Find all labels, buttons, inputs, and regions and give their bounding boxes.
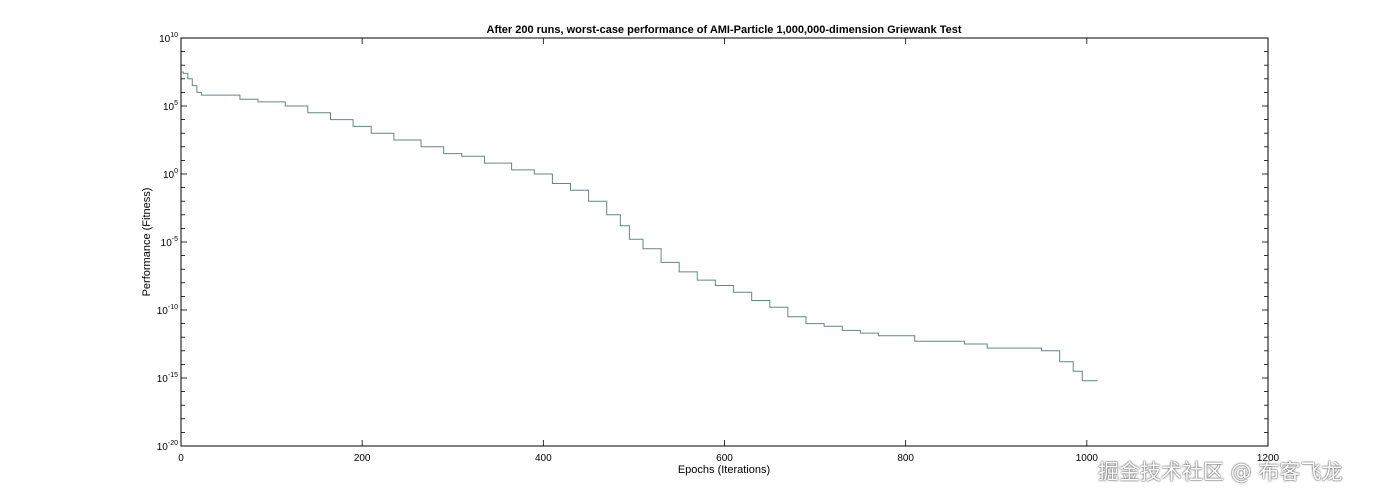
x-tick-label: 1000 — [1076, 453, 1099, 464]
x-tick-labels: 0 200 400 600 800 1000 1200 — [178, 453, 1279, 464]
y-axis-title: Performance (Fitness) — [141, 188, 153, 297]
x-tick-label: 400 — [535, 453, 552, 464]
y-tick-label: 10-20 — [157, 440, 178, 453]
y-tick-label: 10-5 — [161, 236, 178, 249]
x-tick-label: 0 — [178, 453, 184, 464]
watermark: 掘金技术社区 @ 布客飞龙 — [1098, 460, 1343, 484]
y-tick-label: 105 — [163, 100, 178, 113]
y-tick-label: 10-15 — [157, 372, 178, 385]
plot-frame — [180, 37, 1269, 447]
y-tick-label: 100 — [163, 168, 178, 181]
x-tick-label: 800 — [897, 453, 914, 464]
y-tick-labels: 1010 105 100 10-5 10-10 10-15 10-20 — [157, 32, 178, 453]
x-axis-title: Epochs (Iterations) — [678, 464, 770, 476]
y-tick-label: 1010 — [159, 32, 178, 45]
series-line-worst-case — [181, 71, 1098, 382]
chart-title: After 200 runs, worst-case performance o… — [487, 24, 962, 36]
ticks — [180, 37, 1269, 447]
x-tick-label: 200 — [354, 453, 371, 464]
y-tick-label: 10-10 — [157, 304, 178, 317]
x-tick-label: 1200 — [1257, 453, 1280, 464]
x-tick-label: 600 — [716, 453, 733, 464]
